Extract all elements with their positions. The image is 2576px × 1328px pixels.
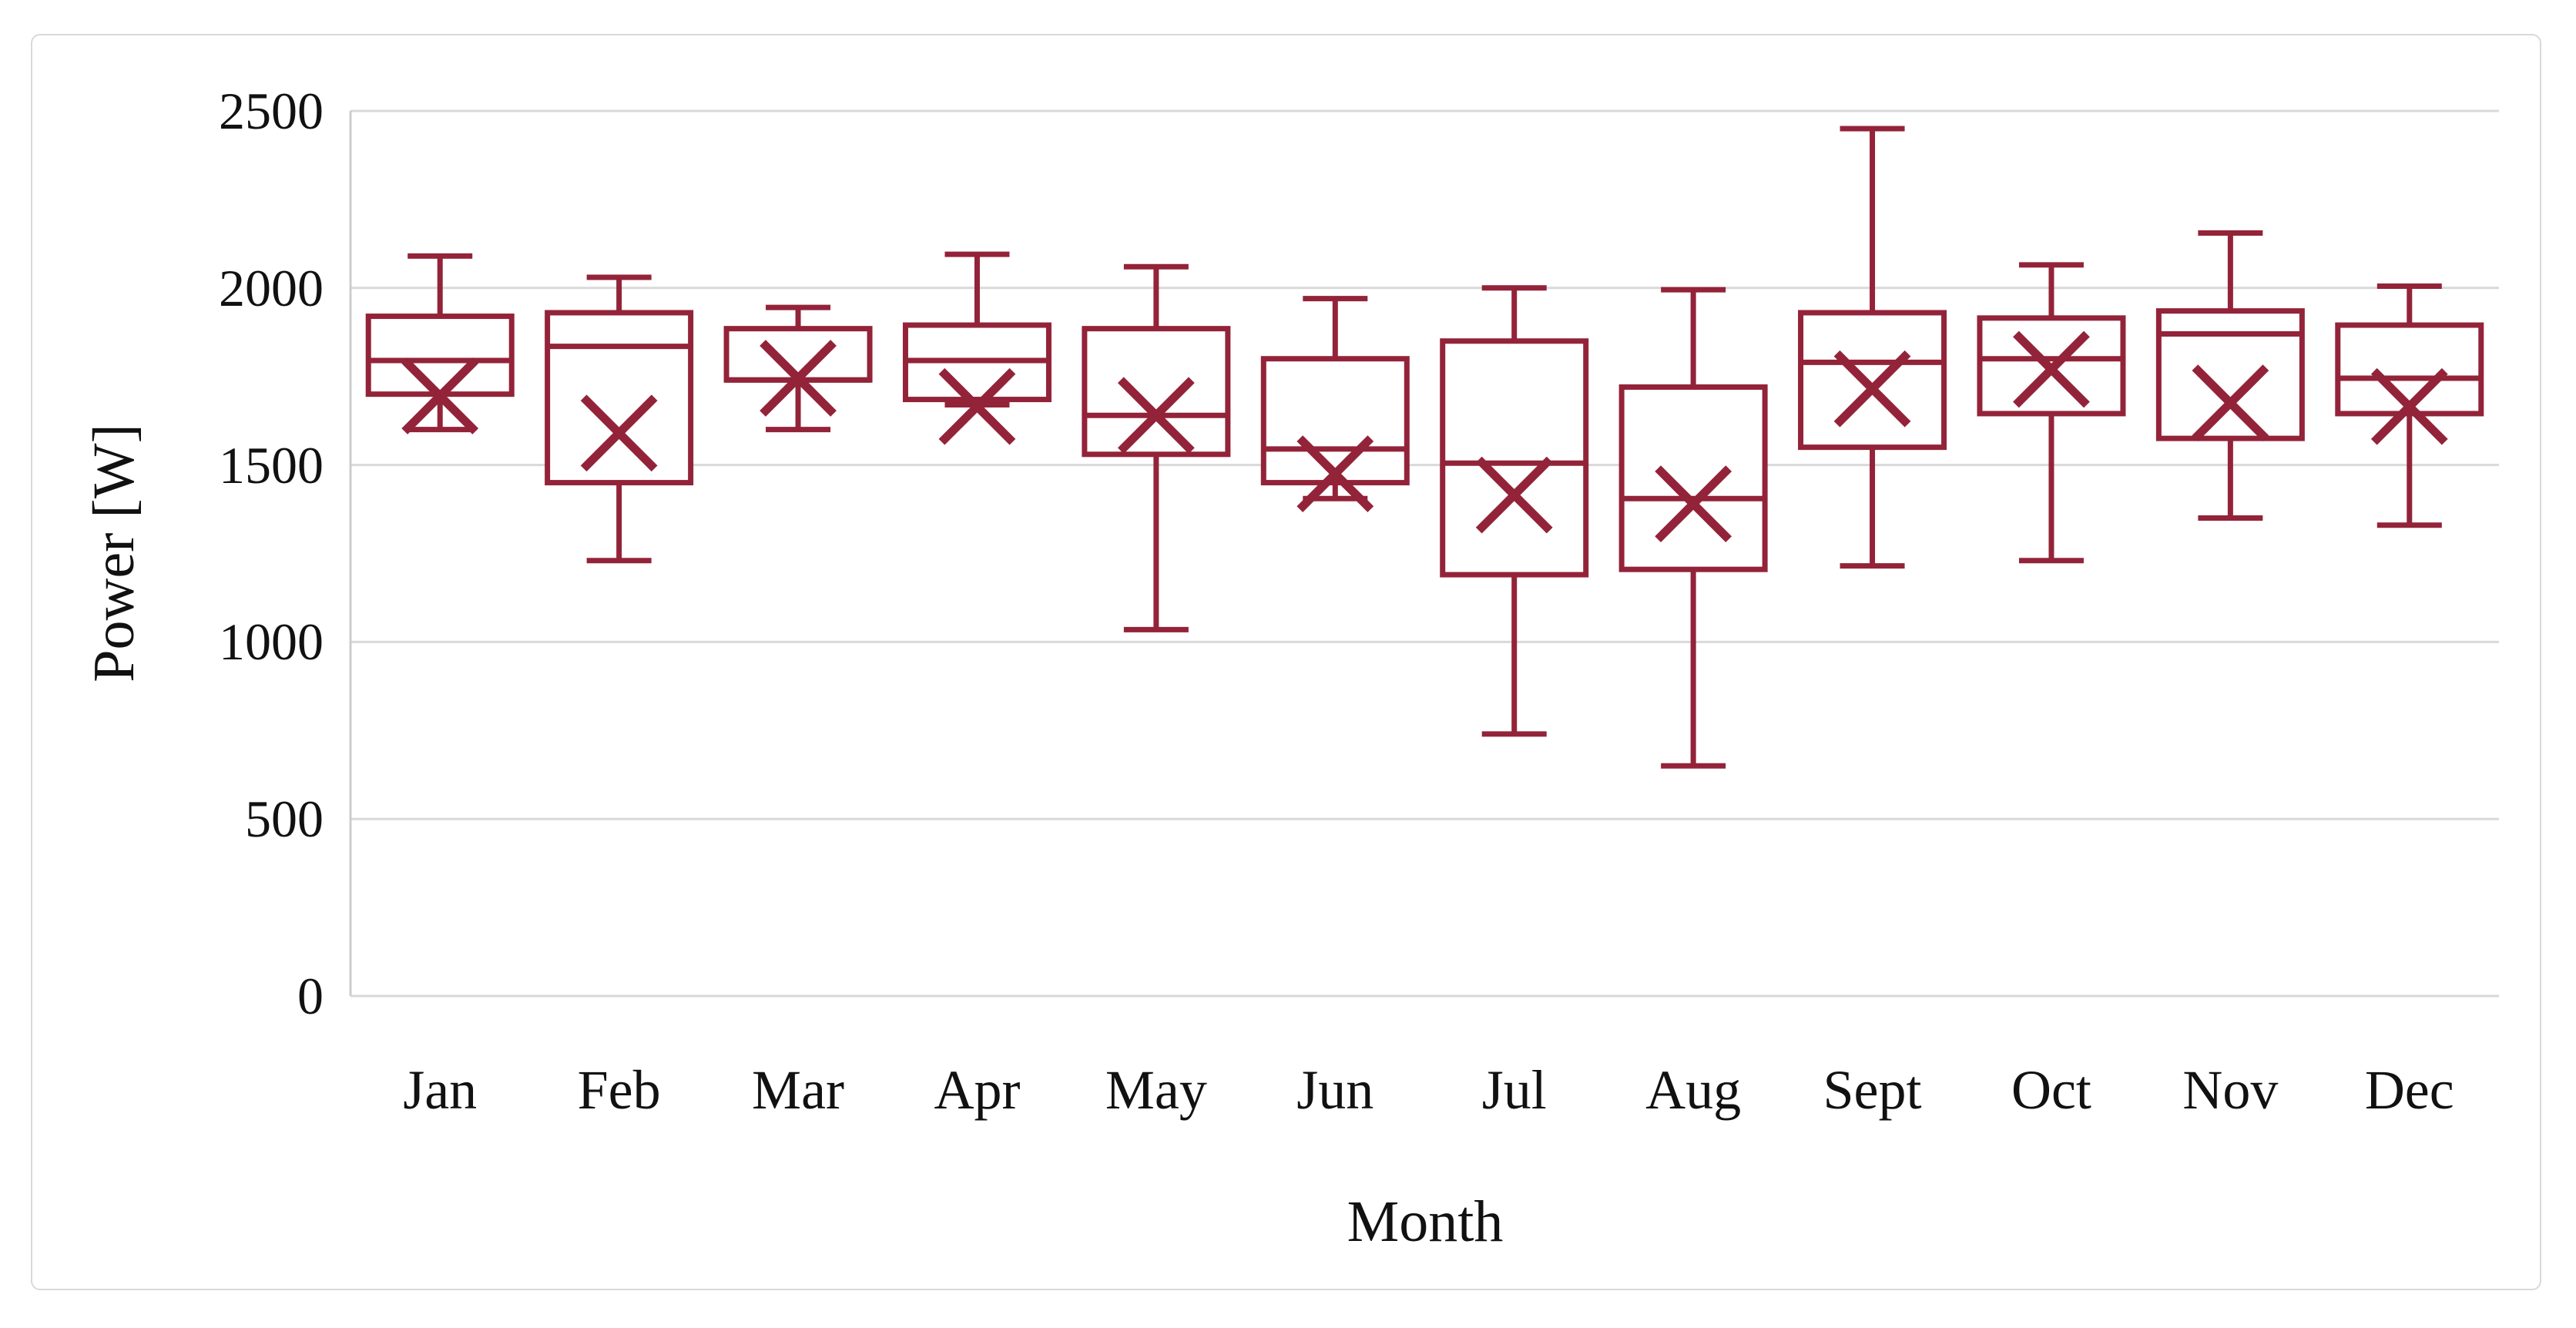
boxplot-sept-mean-marker xyxy=(1833,350,1911,428)
boxplot-jul-mean-marker xyxy=(1475,456,1553,534)
boxplot-jan-mean-marker xyxy=(401,357,479,434)
boxplot-feb-mean-marker xyxy=(580,394,658,472)
x-category-label-jun: Jun xyxy=(1296,1059,1374,1121)
chart-area-frame xyxy=(31,34,2541,1290)
boxplot-jun-mean-marker xyxy=(1296,435,1374,512)
x-category-label-aug: Aug xyxy=(1645,1059,1742,1121)
y-tick-label-2000: 2000 xyxy=(219,258,324,317)
boxplot-aug-iqr-box xyxy=(1618,384,1768,572)
boxplot-nov-iqr-box xyxy=(2155,308,2305,441)
x-category-label-feb: Feb xyxy=(577,1059,661,1121)
boxplot-jun-iqr-box xyxy=(1260,356,1410,486)
boxplot-may-mean-marker xyxy=(1117,377,1195,454)
boxplot-dec-mean-marker xyxy=(2370,367,2448,445)
boxplot-aug-mean-marker xyxy=(1655,465,1732,543)
x-category-label-dec: Dec xyxy=(2364,1059,2454,1121)
boxplot-jul-iqr-box xyxy=(1440,338,1589,578)
boxplot-sept-iqr-box xyxy=(1798,310,1947,451)
boxplot-nov-mean-marker xyxy=(2192,364,2269,442)
x-category-label-nov: Nov xyxy=(2182,1059,2279,1121)
x-axis-title: Month xyxy=(1347,1189,1504,1254)
boxplot-jan-iqr-box xyxy=(365,314,515,397)
y-tick-label-1500: 1500 xyxy=(219,435,324,495)
y-axis-title: Power [W] xyxy=(82,424,146,682)
boxplot-mar-mean-marker xyxy=(760,340,837,417)
boxplot-feb-iqr-box xyxy=(545,310,694,486)
y-tick-label-500: 500 xyxy=(245,790,324,849)
y-tick-label-2500: 2500 xyxy=(219,82,324,140)
x-category-label-may: May xyxy=(1105,1059,1207,1121)
boxplot-oct-iqr-box xyxy=(1977,315,2126,417)
boxplot-apr-mean-marker xyxy=(938,367,1016,445)
boxplot-oct-mean-marker xyxy=(2013,330,2090,408)
x-category-label-oct: Oct xyxy=(2011,1059,2091,1121)
x-category-label-sept: Sept xyxy=(1823,1059,1922,1121)
y-tick-label-1000: 1000 xyxy=(219,612,324,672)
x-category-label-apr: Apr xyxy=(934,1059,1021,1121)
x-category-label-jan: Jan xyxy=(403,1059,478,1121)
boxplot-dec-iqr-box xyxy=(2335,322,2484,417)
x-category-label-jul: Jul xyxy=(1481,1059,1547,1121)
y-tick-label-0: 0 xyxy=(297,967,324,1025)
boxplot-may-iqr-box xyxy=(1082,326,1231,458)
x-category-label-mar: Mar xyxy=(752,1059,844,1121)
